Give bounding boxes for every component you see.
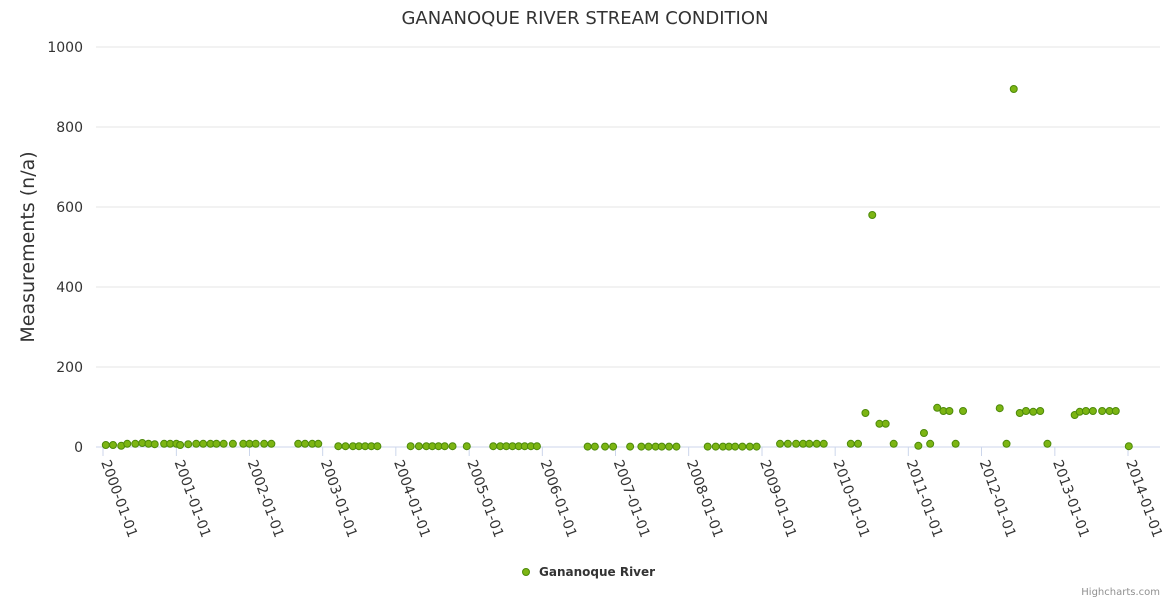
- data-point[interactable]: [448, 442, 457, 451]
- data-point[interactable]: [995, 404, 1004, 413]
- data-point[interactable]: [131, 439, 140, 448]
- data-point[interactable]: [609, 442, 618, 451]
- data-point[interactable]: [672, 442, 681, 451]
- data-point[interactable]: [184, 440, 193, 449]
- data-point[interactable]: [776, 439, 785, 448]
- data-point[interactable]: [1111, 407, 1120, 415]
- data-point[interactable]: [1081, 407, 1090, 415]
- data-point[interactable]: [294, 439, 303, 448]
- data-point[interactable]: [1098, 407, 1107, 415]
- data-point[interactable]: [1088, 407, 1097, 415]
- data-point[interactable]: [945, 407, 954, 415]
- data-point[interactable]: [489, 442, 498, 451]
- data-point[interactable]: [532, 442, 541, 451]
- legend-series-label[interactable]: Gananoque River: [539, 565, 655, 579]
- data-point[interactable]: [783, 439, 792, 448]
- data-point[interactable]: [752, 442, 761, 451]
- data-point[interactable]: [703, 442, 712, 451]
- data-point[interactable]: [1002, 439, 1011, 448]
- data-point[interactable]: [868, 211, 877, 219]
- data-point[interactable]: [926, 439, 935, 448]
- data-point[interactable]: [601, 442, 610, 451]
- data-point[interactable]: [373, 442, 382, 451]
- y-tick-label: 1000: [47, 40, 83, 56]
- legend[interactable]: Gananoque River: [522, 565, 656, 579]
- y-axis-label: Measurements (n/a): [17, 151, 39, 342]
- data-point[interactable]: [1029, 407, 1038, 416]
- data-point[interactable]: [846, 439, 855, 448]
- data-point[interactable]: [583, 442, 592, 451]
- data-point[interactable]: [123, 439, 132, 448]
- data-point[interactable]: [711, 442, 720, 451]
- data-point[interactable]: [314, 439, 323, 448]
- data-point[interactable]: [819, 439, 828, 448]
- credits-link[interactable]: Highcharts.com: [1081, 587, 1160, 598]
- y-axis-ticks: 0 200 400 600 800 1000: [47, 40, 83, 456]
- data-point[interactable]: [334, 442, 343, 451]
- data-point[interactable]: [914, 441, 923, 450]
- data-point[interactable]: [657, 442, 666, 451]
- data-point[interactable]: [1124, 442, 1133, 451]
- data-point[interactable]: [881, 419, 890, 428]
- data-point[interactable]: [301, 439, 310, 448]
- y-tick-label: 0: [74, 440, 83, 456]
- data-point[interactable]: [637, 442, 646, 451]
- data-point[interactable]: [738, 442, 747, 451]
- data-point[interactable]: [150, 440, 159, 449]
- y-tick-label: 400: [56, 280, 83, 296]
- data-point[interactable]: [228, 439, 237, 448]
- data-point[interactable]: [341, 442, 350, 451]
- data-point[interactable]: [251, 439, 260, 448]
- data-point[interactable]: [792, 439, 801, 448]
- data-point[interactable]: [219, 439, 228, 448]
- data-point[interactable]: [665, 442, 674, 451]
- data-point[interactable]: [812, 439, 821, 448]
- data-point[interactable]: [805, 439, 814, 448]
- chart-title: GANANOQUE RIVER STREAM CONDITION: [401, 8, 768, 29]
- y-tick-label: 600: [56, 200, 83, 216]
- data-point[interactable]: [889, 439, 898, 448]
- data-point[interactable]: [933, 403, 942, 412]
- data-point[interactable]: [1043, 439, 1052, 448]
- data-point[interactable]: [919, 429, 928, 437]
- data-point[interactable]: [199, 439, 208, 448]
- data-point[interactable]: [959, 407, 968, 415]
- scatter-points: [101, 85, 1133, 451]
- data-point[interactable]: [1009, 85, 1018, 93]
- data-point[interactable]: [644, 442, 653, 451]
- data-point[interactable]: [109, 441, 118, 449]
- data-point[interactable]: [854, 439, 863, 448]
- data-point[interactable]: [212, 439, 221, 448]
- data-point[interactable]: [260, 439, 269, 448]
- data-point[interactable]: [101, 441, 110, 449]
- data-point[interactable]: [176, 441, 185, 449]
- grid-lines: [96, 46, 1160, 368]
- data-point[interactable]: [406, 442, 415, 451]
- data-point[interactable]: [861, 409, 870, 417]
- data-point[interactable]: [414, 442, 423, 451]
- data-point[interactable]: [951, 439, 960, 448]
- data-point[interactable]: [626, 442, 635, 451]
- data-point[interactable]: [267, 439, 276, 448]
- y-tick-label: 200: [56, 360, 83, 376]
- data-point[interactable]: [440, 442, 449, 451]
- data-point[interactable]: [192, 439, 201, 448]
- data-point[interactable]: [1021, 407, 1030, 415]
- data-point[interactable]: [462, 442, 471, 451]
- data-point[interactable]: [590, 442, 599, 451]
- data-point[interactable]: [731, 442, 740, 451]
- legend-marker: [522, 568, 530, 576]
- data-point[interactable]: [745, 442, 754, 451]
- data-point[interactable]: [1036, 407, 1045, 415]
- y-tick-label: 800: [56, 120, 83, 136]
